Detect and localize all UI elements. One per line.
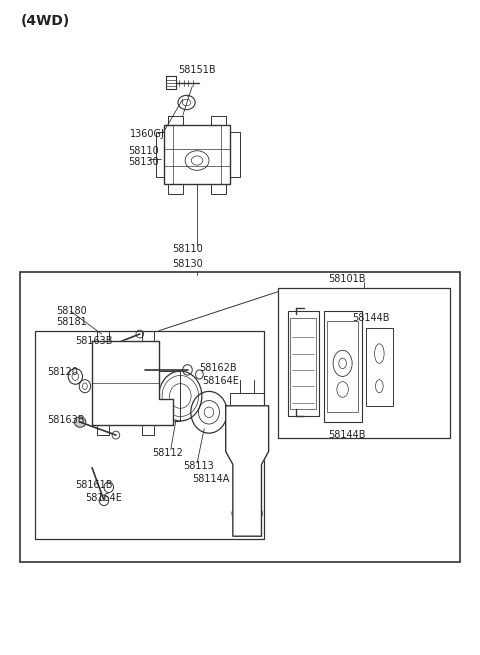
Bar (168, 184, 183, 194)
Text: 58144B: 58144B (328, 430, 366, 440)
Text: 58163B: 58163B (75, 336, 113, 346)
Bar (35, 331, 264, 540)
Bar (159, 371, 180, 421)
Polygon shape (92, 341, 173, 425)
Bar (97, 331, 109, 341)
Text: 1360GJ: 1360GJ (130, 129, 165, 139)
Bar (366, 328, 393, 405)
Text: 58101B: 58101B (328, 274, 366, 284)
Text: 58120: 58120 (47, 367, 78, 377)
Bar (142, 331, 154, 341)
Ellipse shape (74, 417, 86, 427)
Text: 58113: 58113 (183, 460, 214, 471)
Text: 58144B: 58144B (352, 312, 390, 323)
Polygon shape (166, 77, 176, 90)
Ellipse shape (139, 364, 150, 376)
Text: 58110: 58110 (128, 147, 158, 157)
Text: 58130: 58130 (128, 157, 158, 168)
Bar (211, 115, 226, 125)
Text: 58162B: 58162B (199, 363, 237, 373)
Bar (327, 321, 358, 412)
Text: 58180: 58180 (56, 306, 87, 316)
Text: 58110: 58110 (172, 244, 203, 254)
Bar (278, 288, 450, 438)
Text: 58181: 58181 (56, 317, 87, 328)
Text: 58151B: 58151B (178, 65, 216, 75)
Bar (164, 125, 230, 184)
Bar (324, 311, 362, 422)
Bar (211, 184, 226, 194)
Bar (168, 115, 183, 125)
Bar (156, 132, 164, 178)
Text: 58112: 58112 (152, 449, 182, 458)
Bar (21, 272, 459, 562)
Text: 58164E: 58164E (85, 493, 122, 504)
Bar (97, 425, 109, 435)
Text: 58161B: 58161B (75, 480, 113, 491)
Text: 58130: 58130 (172, 259, 203, 269)
Text: 58163B: 58163B (47, 415, 84, 425)
Text: 58114A: 58114A (192, 474, 229, 484)
Bar (230, 132, 240, 178)
Text: (4WD): (4WD) (21, 14, 70, 28)
Bar (142, 425, 154, 435)
Polygon shape (226, 405, 269, 536)
Bar (290, 318, 316, 409)
Bar (230, 393, 264, 405)
Ellipse shape (101, 342, 112, 352)
Bar (288, 311, 319, 415)
Text: 58164E: 58164E (202, 376, 239, 386)
